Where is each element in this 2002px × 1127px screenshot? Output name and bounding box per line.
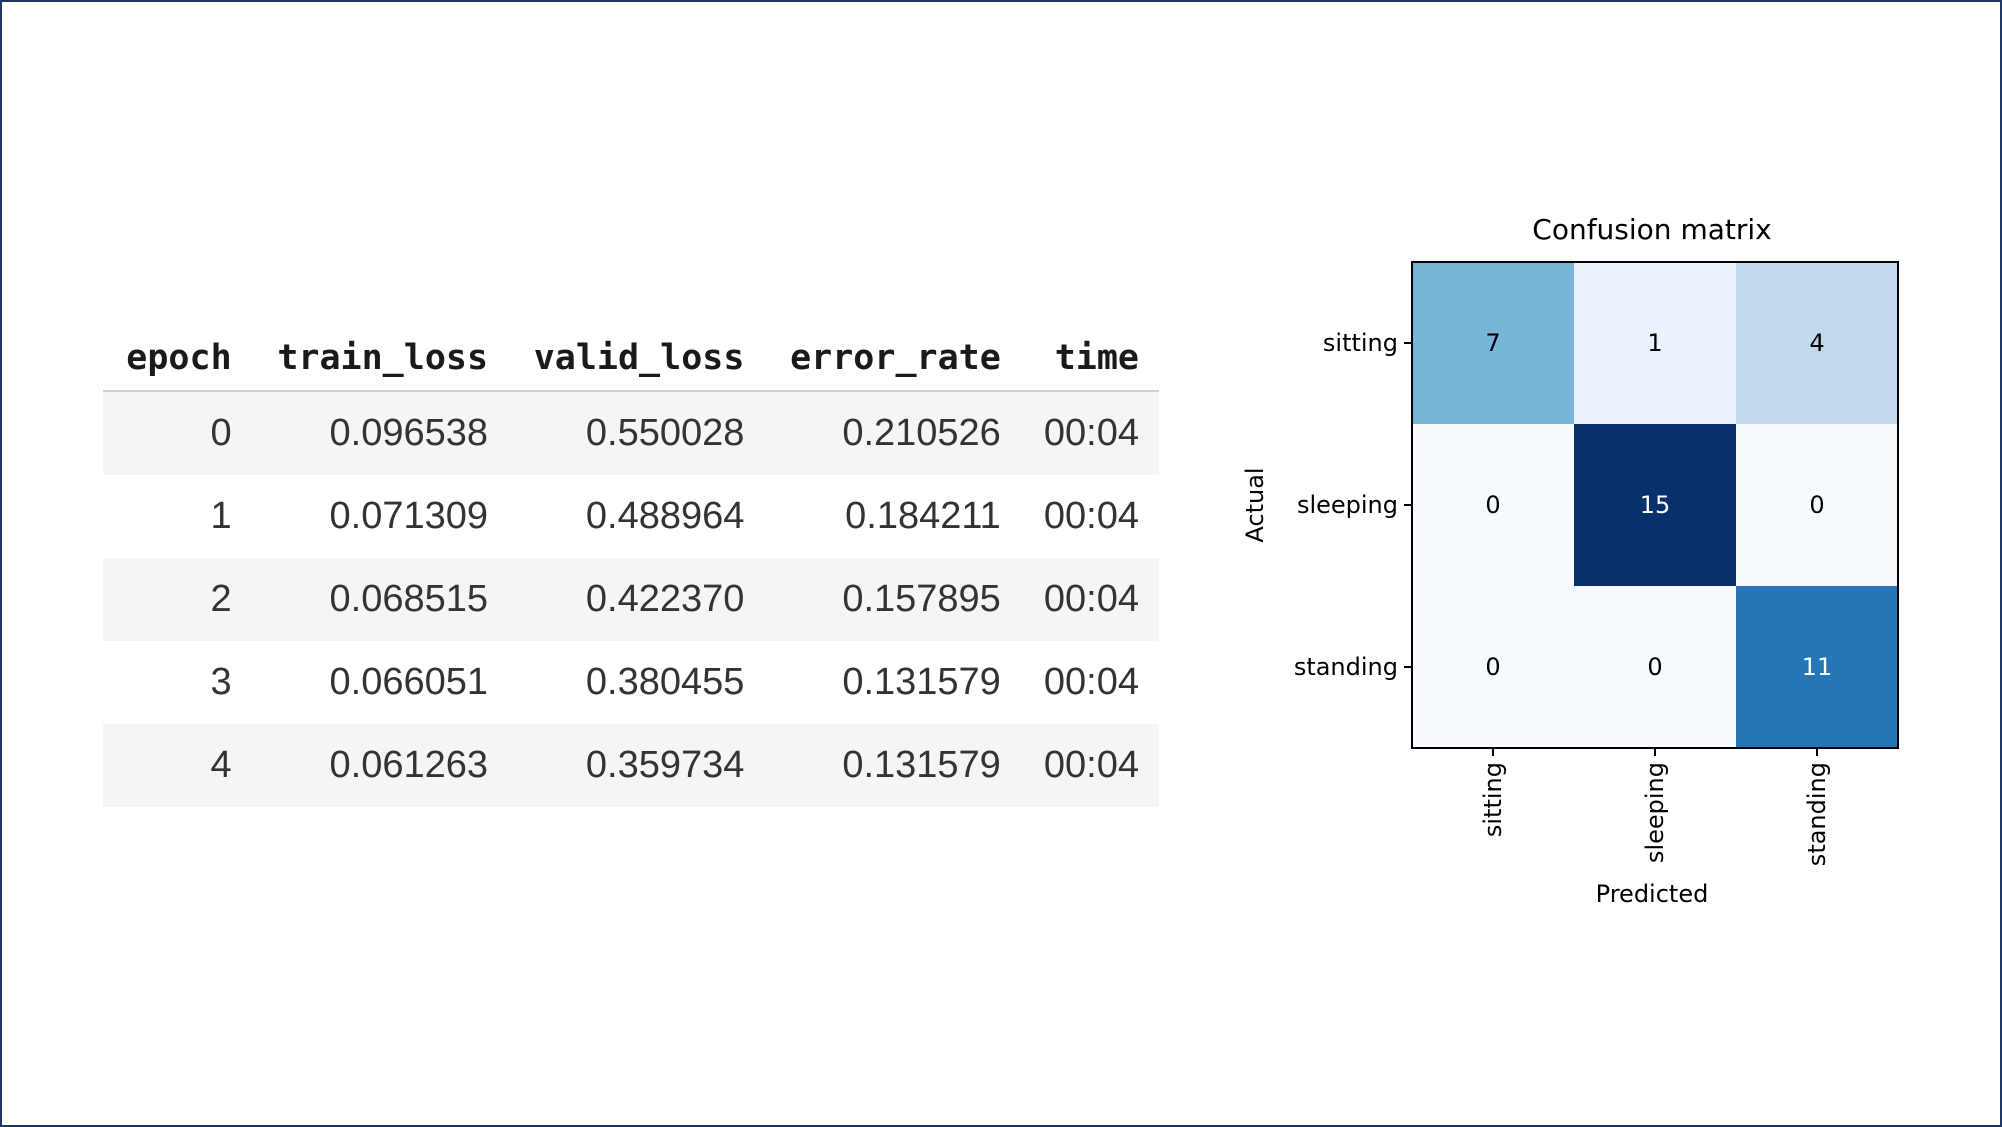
- x-axis-label: Predicted: [1596, 880, 1709, 908]
- axis-ticks: sitting sleeping standing sitting sleeping st…: [1294, 329, 1831, 866]
- table-row: 0 0.096538 0.550028 0.210526 00:04: [103, 391, 1159, 475]
- column-header-time: time: [1020, 308, 1159, 392]
- heatmap-cell: [1574, 262, 1736, 424]
- confusion-matrix-chart: Confusion matrix 7 1 4 0 15 0 0 0 11 sitting slee…: [1241, 213, 1899, 908]
- table-header-row: epoch train_loss valid_loss error_rate t…: [103, 308, 1159, 392]
- y-tick-label: sitting: [1323, 329, 1398, 357]
- cell-train-loss: 0.071309: [329, 495, 489, 537]
- cell-train-loss: 0.068515: [251, 558, 509, 641]
- table-row: 1 0.071309 0.488964 0.184211 00:04: [103, 475, 1159, 558]
- table-row: 3 0.066051 0.380455 0.131579 00:04: [103, 641, 1159, 724]
- cell-value-label: 0: [1485, 491, 1500, 519]
- heatmap-cells: 7 1 4 0 15 0 0 0 11: [1412, 262, 1898, 748]
- cell-value-label: 11: [1802, 653, 1833, 681]
- cell-valid-loss: 0.550028: [508, 391, 765, 475]
- table-row: 2 0.068515 0.422370 0.157895 00:04: [103, 558, 1159, 641]
- heatmap-cell: [1736, 586, 1898, 748]
- cell-error-rate: 0.131579: [764, 724, 1021, 807]
- cell-time: 00:04: [1020, 724, 1159, 807]
- y-tick-label: standing: [1294, 653, 1398, 681]
- chart-title: Confusion matrix: [1532, 213, 1771, 246]
- y-tick-label: sleeping: [1297, 491, 1398, 519]
- cell-value-label: 0: [1485, 653, 1500, 681]
- cell-error-rate: 0.157895: [764, 558, 1021, 641]
- cell-epoch: 1: [210, 495, 232, 537]
- cell-value-label: 0: [1647, 653, 1662, 681]
- heatmap-cell: [1412, 586, 1574, 748]
- cell-time: 00:04: [1043, 661, 1139, 703]
- cell-valid-loss: 0.422370: [508, 558, 765, 641]
- cell-error-rate: 0.184211: [845, 495, 1001, 537]
- cell-value-label: 15: [1640, 491, 1671, 519]
- cell-epoch: 3: [210, 661, 232, 703]
- cell-epoch: 2: [103, 558, 252, 641]
- cell-time: 00:04: [1020, 558, 1159, 641]
- heatmap-cell: [1736, 262, 1898, 424]
- cell-valid-loss: 0.380455: [585, 661, 745, 703]
- y-axis-label: Actual: [1241, 467, 1269, 542]
- heatmap-cell: [1412, 424, 1574, 586]
- heatmap-cell: [1736, 424, 1898, 586]
- cell-value-label: 4: [1809, 329, 1824, 357]
- column-header-error-rate: error_rate: [764, 308, 1021, 392]
- column-header-valid-loss: valid_loss: [508, 308, 765, 392]
- cell-error-rate: 0.131579: [842, 661, 1001, 703]
- plot-frame: [1411, 261, 1899, 749]
- cell-epoch: 4: [103, 724, 252, 807]
- column-header-epoch: epoch: [103, 308, 252, 392]
- cell-value-label: 1: [1647, 329, 1662, 357]
- heatmap-cell: [1574, 424, 1736, 586]
- x-tick-label: standing: [1803, 762, 1831, 866]
- x-tick-label: sleeping: [1641, 762, 1669, 863]
- cell-value-label: 0: [1809, 491, 1824, 519]
- heatmap-cell: [1574, 586, 1736, 748]
- cell-valid-loss: 0.359734: [508, 724, 765, 807]
- cell-epoch: 0: [103, 391, 252, 475]
- table-row: 4 0.061263 0.359734 0.131579 00:04: [103, 724, 1159, 807]
- cell-train-loss: 0.096538: [251, 391, 509, 475]
- cell-train-loss: 0.066051: [329, 661, 489, 703]
- cell-valid-loss: 0.488964: [585, 495, 745, 537]
- column-header-train-loss: train_loss: [251, 308, 509, 392]
- cell-value-label: 7: [1485, 329, 1500, 357]
- heatmap-cell: [1412, 262, 1574, 424]
- cell-time: 00:04: [1020, 391, 1159, 475]
- x-tick-label: sitting: [1479, 762, 1507, 837]
- cell-time: 00:04: [1043, 495, 1139, 537]
- cell-error-rate: 0.210526: [764, 391, 1021, 475]
- cell-train-loss: 0.061263: [251, 724, 509, 807]
- training-results-table: epoch train_loss valid_loss error_rate t…: [103, 308, 1159, 807]
